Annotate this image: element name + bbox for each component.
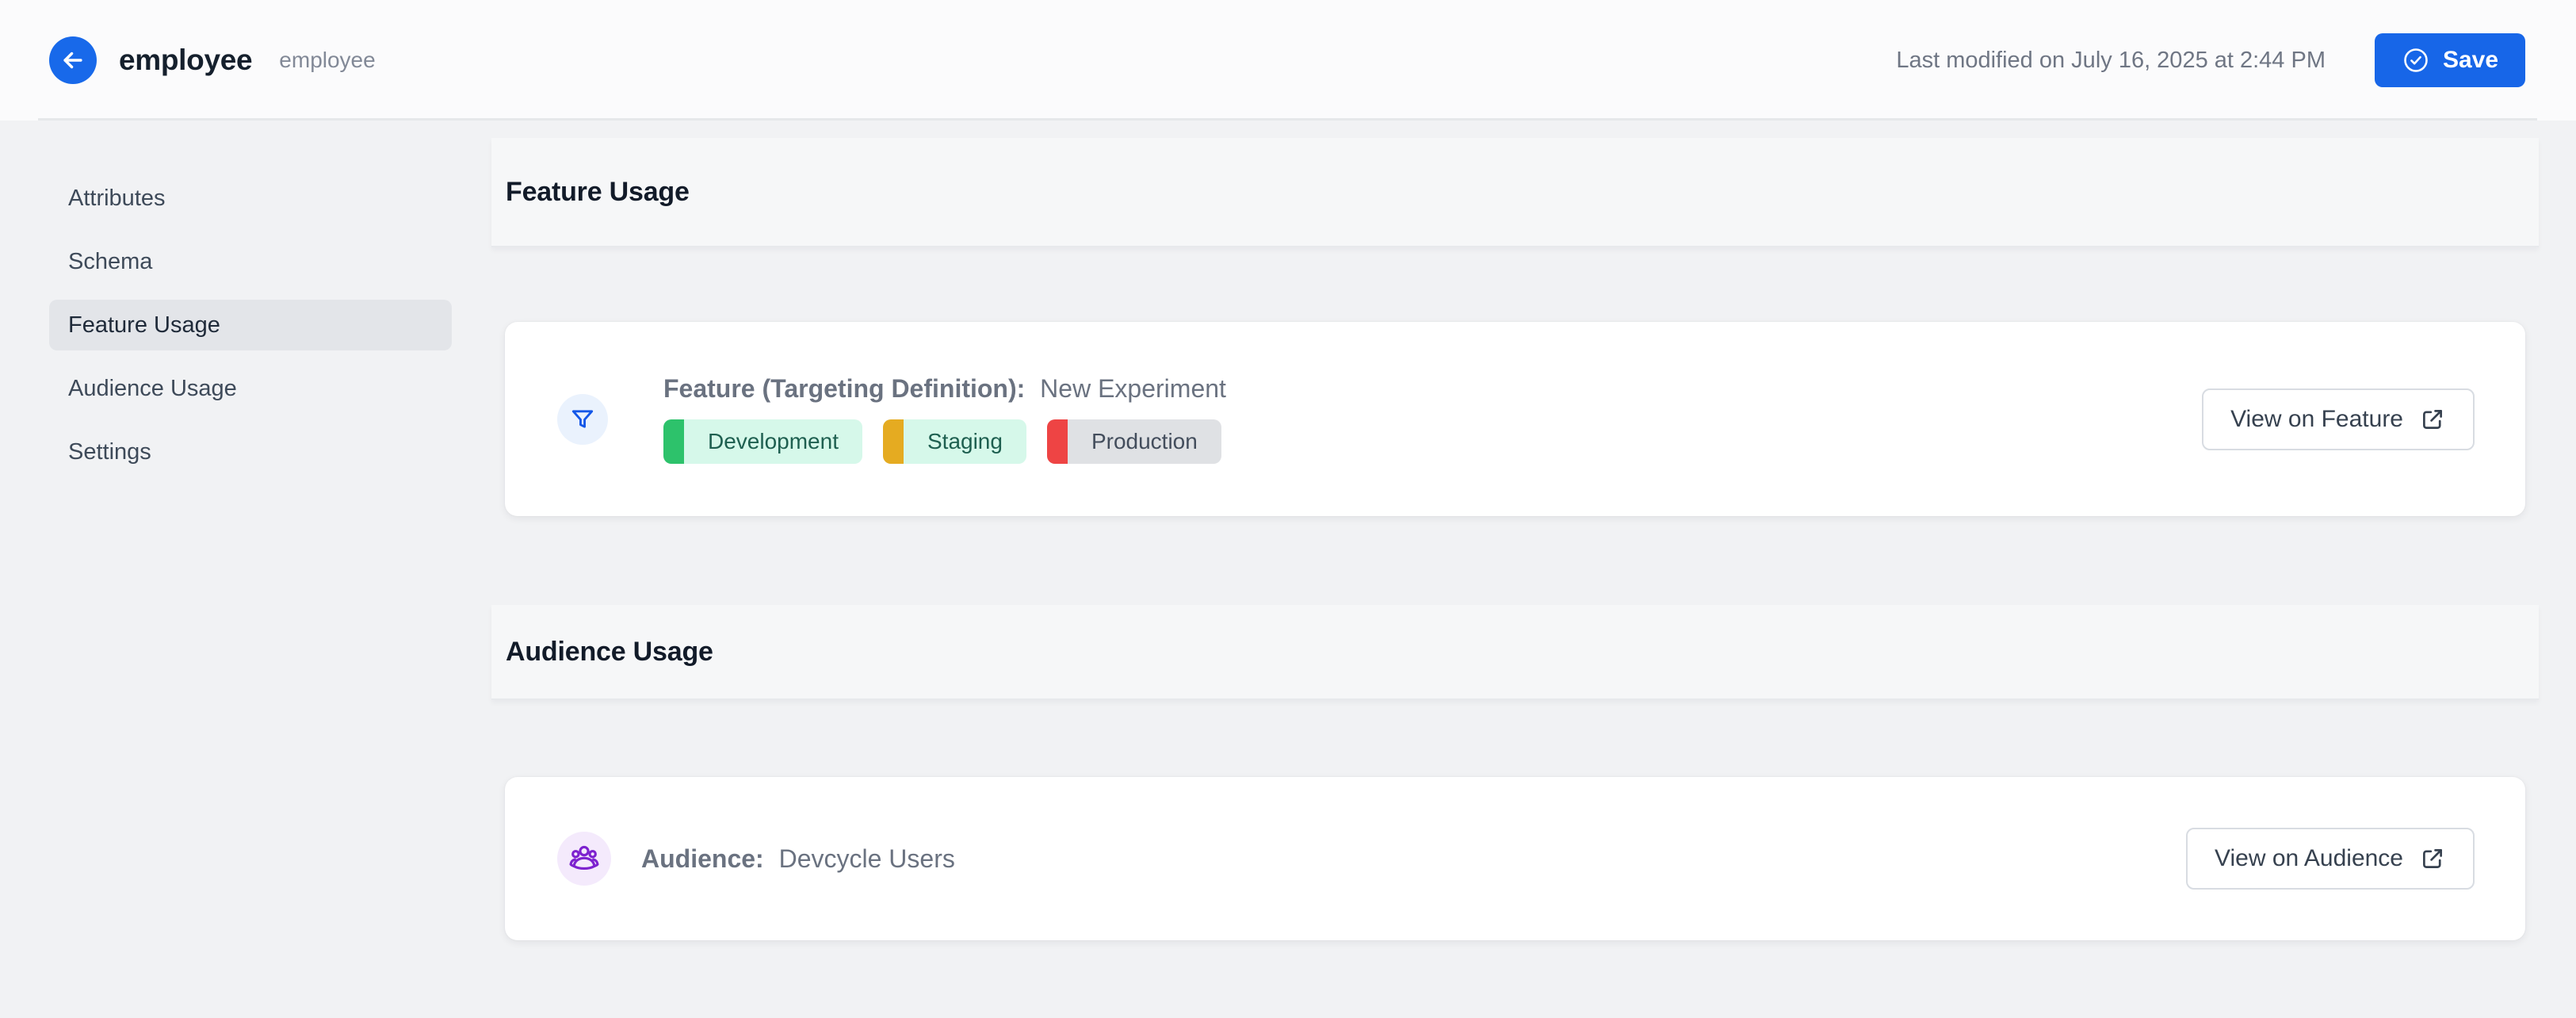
sidebar-item-attributes[interactable]: Attributes bbox=[68, 185, 166, 211]
sidebar-item-audience-usage[interactable]: Audience Usage bbox=[68, 375, 237, 401]
audience-card-value: Devcycle Users bbox=[778, 844, 955, 873]
view-on-feature-button-label: View on Feature bbox=[2230, 405, 2403, 432]
sidebar-item-feature-usage[interactable]: Feature Usage bbox=[49, 300, 452, 350]
page-title: employee bbox=[119, 44, 253, 76]
environment-badge: Staging bbox=[882, 419, 1026, 464]
topbar: employee employee Last modified on July … bbox=[0, 0, 2576, 121]
funnel-icon bbox=[557, 393, 608, 445]
environment-badges: Development Staging Production bbox=[663, 419, 1226, 464]
save-button[interactable]: Save bbox=[2375, 33, 2525, 87]
last-modified-text: Last modified on July 16, 2025 at 2:44 P… bbox=[1896, 47, 2326, 73]
feature-card-title: Feature (Targeting Definition): New Expe… bbox=[663, 374, 1226, 404]
audience-card-label: Audience: bbox=[641, 844, 764, 873]
feature-usage-section-header: Feature Usage bbox=[491, 138, 2539, 247]
environment-badge: Production bbox=[1046, 419, 1221, 464]
feature-usage-section-title: Feature Usage bbox=[506, 176, 690, 207]
page-subtitle: employee bbox=[279, 48, 376, 72]
environment-color-bar bbox=[882, 419, 904, 464]
external-link-icon bbox=[2419, 406, 2446, 433]
audience-card-title: Audience: Devcycle Users bbox=[641, 844, 955, 874]
sidebar: Attributes Schema Feature Usage Audience… bbox=[0, 121, 491, 940]
sidebar-item-schema[interactable]: Schema bbox=[68, 248, 153, 274]
audience-usage-section-header: Audience Usage bbox=[491, 605, 2539, 700]
environment-badge-label: Staging bbox=[927, 429, 1003, 454]
check-circle-icon bbox=[2402, 46, 2430, 75]
feature-card-value: New Experiment bbox=[1040, 374, 1226, 403]
environment-badge-label: Production bbox=[1091, 429, 1198, 454]
environment-color-bar bbox=[663, 419, 684, 464]
feature-usage-card: Feature (Targeting Definition): New Expe… bbox=[505, 322, 2525, 516]
environment-badge-label: Development bbox=[708, 429, 839, 454]
back-button[interactable] bbox=[49, 36, 97, 84]
audience-usage-card: Audience: Devcycle Users View on Audienc… bbox=[505, 777, 2525, 940]
save-button-label: Save bbox=[2442, 47, 2499, 73]
sidebar-item-settings[interactable]: Settings bbox=[68, 438, 151, 465]
view-on-audience-button[interactable]: View on Audience bbox=[2186, 828, 2475, 890]
arrow-left-icon bbox=[59, 47, 86, 74]
audience-group-icon bbox=[557, 832, 611, 886]
external-link-icon bbox=[2419, 845, 2446, 872]
main-content: Feature Usage Feature (Targeting Definit… bbox=[491, 121, 2539, 940]
view-on-feature-button[interactable]: View on Feature bbox=[2202, 388, 2475, 450]
environment-color-bar bbox=[1046, 419, 1068, 464]
view-on-audience-button-label: View on Audience bbox=[2215, 845, 2403, 871]
audience-usage-section-title: Audience Usage bbox=[506, 636, 713, 667]
feature-card-label: Feature (Targeting Definition): bbox=[663, 374, 1026, 403]
environment-badge: Development bbox=[663, 419, 862, 464]
